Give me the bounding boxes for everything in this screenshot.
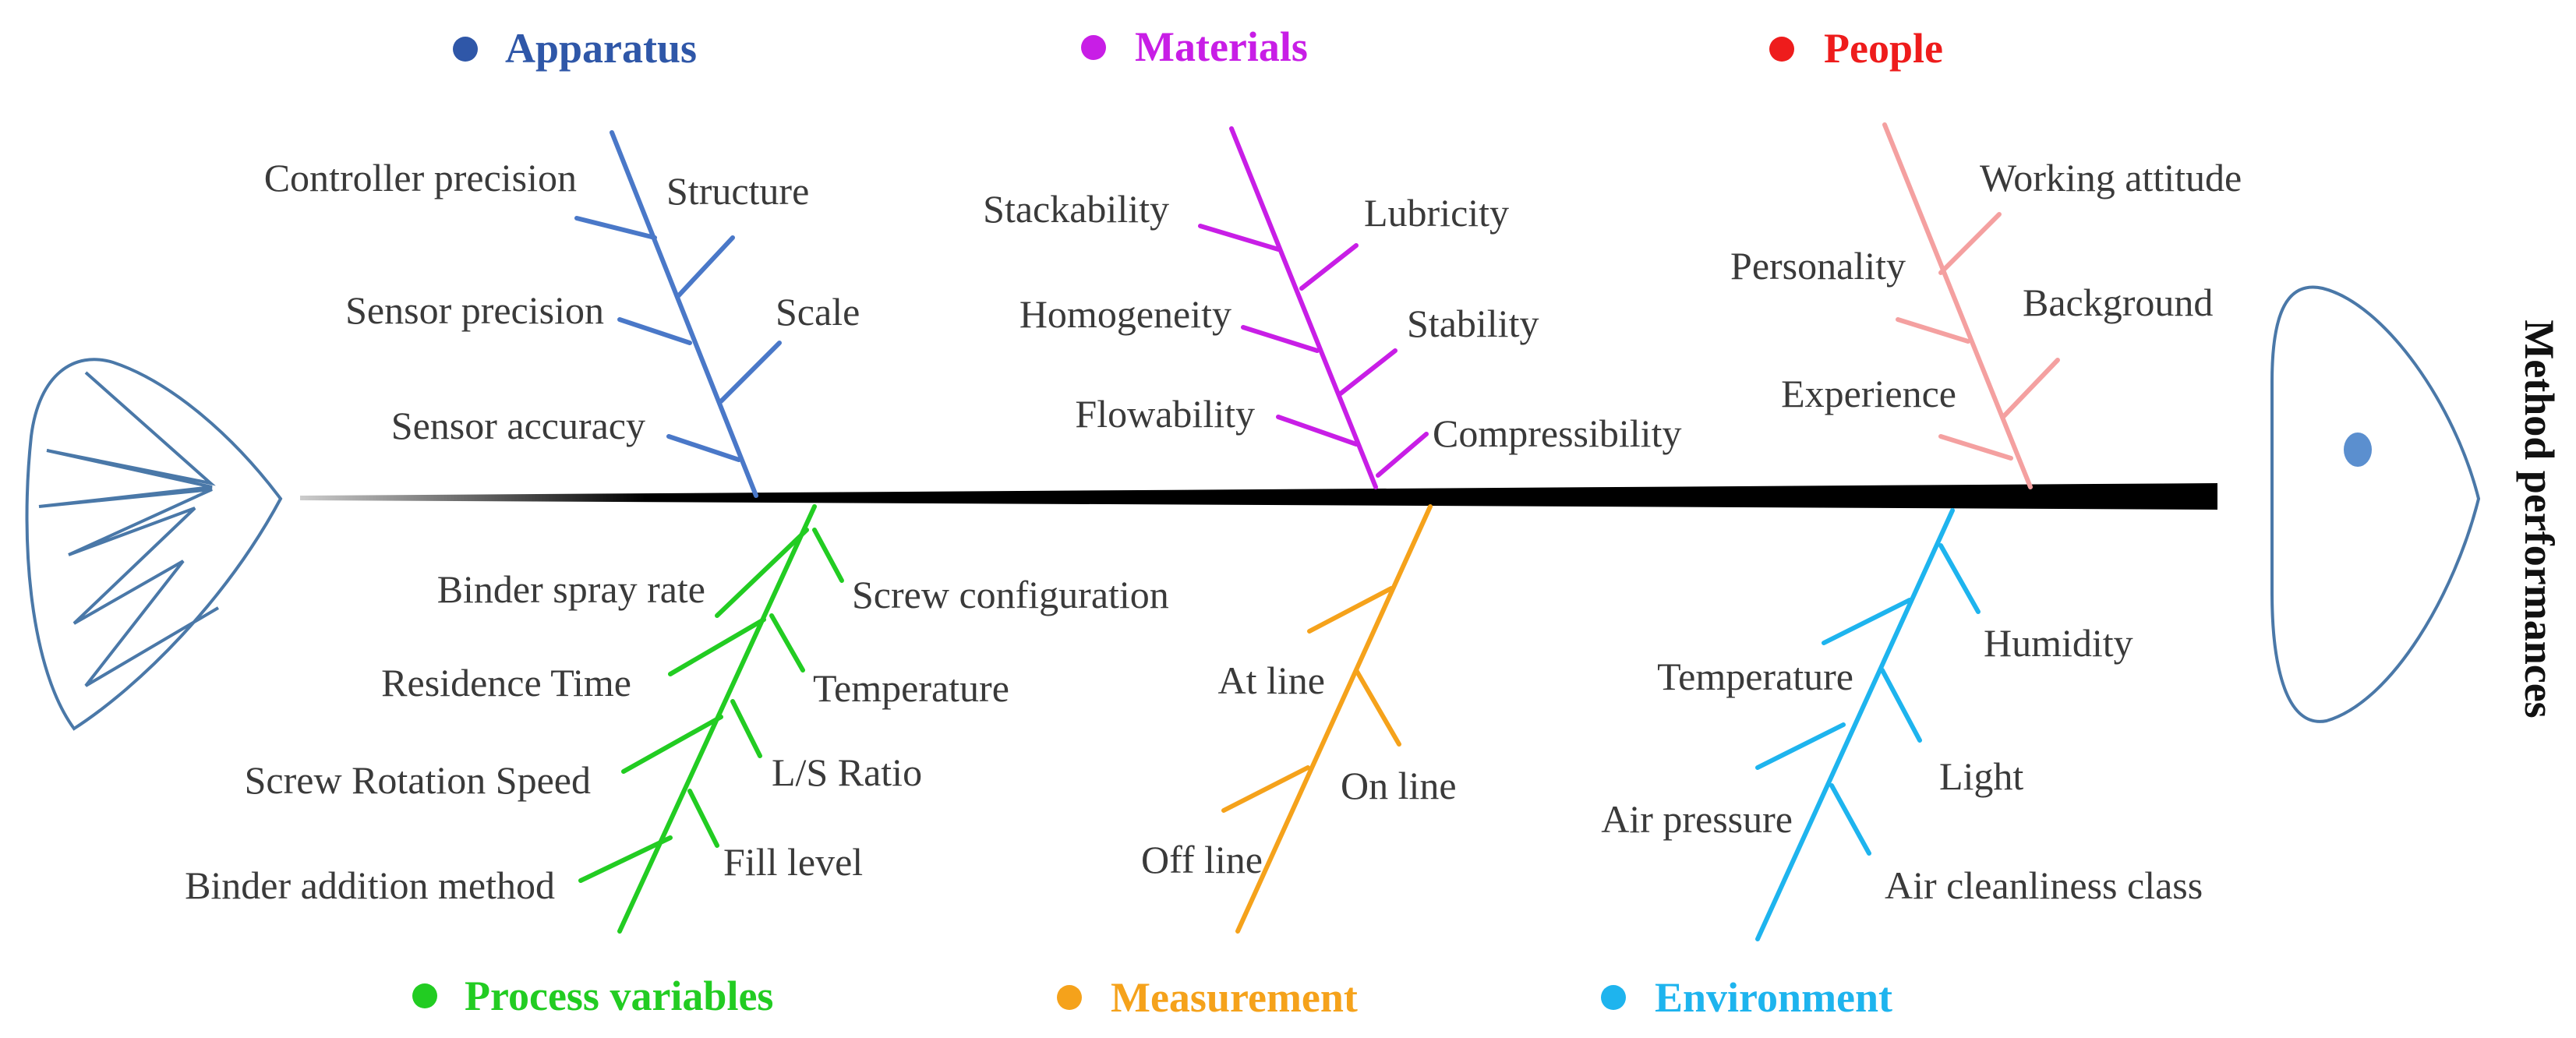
label-light: Light: [1939, 754, 2023, 798]
label-controller-precision: Controller precision: [264, 156, 577, 199]
bone-binder-spray-rate: [715, 528, 809, 618]
bone-background: [2001, 358, 2060, 419]
label-screw-rotation-speed: Screw Rotation Speed: [245, 758, 591, 802]
label-temperature-environment: Temperature: [1657, 655, 1853, 698]
label-sensor-accuracy: Sensor accuracy: [391, 404, 645, 447]
people-bullet: [1769, 37, 1794, 62]
bone-stability: [1338, 348, 1398, 396]
bone-sensor-accuracy: [666, 434, 741, 462]
fish-tail: [25, 358, 283, 731]
bone-flowability: [1276, 415, 1359, 447]
bone-homogeneity: [1241, 325, 1320, 353]
measurement-title: Measurement: [1111, 974, 1358, 1021]
bone-on-line: [1354, 668, 1401, 747]
label-stackability: Stackability: [983, 187, 1169, 231]
environment-bullet: [1601, 985, 1626, 1010]
bone-stackability: [1198, 224, 1281, 252]
bone-off-line: [1221, 765, 1310, 813]
label-scale: Scale: [776, 290, 860, 334]
label-at-line: At line: [1218, 658, 1325, 702]
environment-title: Environment: [1655, 974, 1892, 1021]
label-background: Background: [2023, 281, 2213, 324]
apparatus-main-bone: [610, 130, 758, 498]
bone-fill-level: [687, 789, 719, 848]
label-sensor-precision: Sensor precision: [345, 288, 604, 332]
fish-head: [2270, 285, 2481, 723]
fish-eye: [2344, 432, 2372, 467]
bone-scale: [719, 341, 782, 404]
category-measurement: Measurement At line On line Off line: [1057, 504, 1457, 1021]
people-main-bone: [1882, 122, 2033, 489]
bone-temperature-process: [769, 613, 805, 673]
bone-light: [1880, 668, 1922, 743]
bone-binder-addition-method: [578, 835, 673, 883]
label-ls-ratio: L/S Ratio: [772, 750, 922, 794]
measurement-bullet: [1057, 985, 1082, 1010]
bone-working-attitude: [1938, 212, 2002, 275]
bone-lubricity: [1299, 243, 1359, 291]
label-temperature-process: Temperature: [813, 666, 1009, 710]
category-materials: Materials Stackability Lubricity Homogen…: [983, 23, 1681, 489]
category-process-variables: Process variables Binder spray rate Scre…: [185, 504, 1169, 1019]
label-humidity: Humidity: [1984, 621, 2133, 665]
label-experience: Experience: [1781, 372, 1956, 415]
category-environment: Environment Humidity Temperature Light A…: [1601, 508, 2203, 1021]
bone-sensor-precision: [617, 317, 692, 345]
spine: [300, 483, 2217, 510]
label-on-line: On line: [1341, 764, 1457, 807]
bone-screw-configuration: [812, 528, 844, 583]
environment-bones: [1755, 508, 1981, 941]
process-title: Process variables: [465, 973, 773, 1019]
label-lubricity: Lubricity: [1364, 191, 1509, 235]
label-homogeneity: Homogeneity: [1019, 292, 1231, 336]
label-structure: Structure: [666, 169, 809, 213]
bone-air-pressure: [1755, 722, 1846, 770]
people-title: People: [1824, 25, 1943, 72]
label-compressibility: Compressibility: [1433, 411, 1681, 455]
label-binder-addition-method: Binder addition method: [185, 863, 555, 907]
label-stability: Stability: [1407, 302, 1539, 345]
label-screw-configuration: Screw configuration: [852, 573, 1169, 616]
bone-humidity: [1938, 543, 1981, 614]
effect-label: Method performances: [2516, 320, 2563, 718]
label-residence-time: Residence Time: [381, 661, 631, 704]
bone-ls-ratio: [730, 699, 762, 758]
measurement-main-bone: [1235, 504, 1433, 934]
category-people: People Working attitude Personality Back…: [1730, 25, 2242, 489]
bone-structure: [676, 235, 735, 298]
bone-personality: [1896, 317, 1970, 344]
process-bullet: [412, 983, 437, 1008]
label-binder-spray-rate: Binder spray rate: [437, 567, 705, 611]
bone-controller-precision: [574, 216, 657, 240]
apparatus-bullet: [453, 37, 478, 62]
label-air-pressure: Air pressure: [1601, 797, 1793, 841]
bone-residence-time: [668, 617, 766, 676]
label-off-line: Off line: [1141, 838, 1263, 881]
apparatus-bones: [574, 130, 782, 498]
people-bones: [1882, 122, 2060, 489]
bone-air-cleanliness-class: [1829, 783, 1871, 856]
bone-experience: [1938, 434, 2013, 461]
materials-main-bone: [1229, 126, 1378, 489]
tail-zigzag: [38, 371, 220, 687]
bone-temperature-environment: [1822, 598, 1912, 645]
bone-at-line: [1307, 586, 1394, 634]
process-bones: [578, 504, 844, 934]
tail-outline: [25, 358, 283, 731]
materials-bullet: [1081, 35, 1106, 60]
materials-title: Materials: [1135, 23, 1308, 70]
apparatus-title: Apparatus: [505, 25, 697, 72]
measurement-bones: [1221, 504, 1433, 934]
category-apparatus: Apparatus Controller precision Structure…: [264, 25, 860, 498]
environment-main-bone: [1755, 508, 1955, 941]
label-personality: Personality: [1730, 244, 1906, 288]
materials-bones: [1198, 126, 1429, 489]
label-air-cleanliness-class: Air cleanliness class: [1885, 863, 2203, 907]
label-flowability: Flowability: [1075, 392, 1255, 436]
bone-compressibility: [1376, 432, 1429, 478]
label-fill-level: Fill level: [723, 840, 863, 884]
label-working-attitude: Working attitude: [1980, 156, 2242, 199]
bone-screw-rotation-speed: [621, 715, 723, 774]
